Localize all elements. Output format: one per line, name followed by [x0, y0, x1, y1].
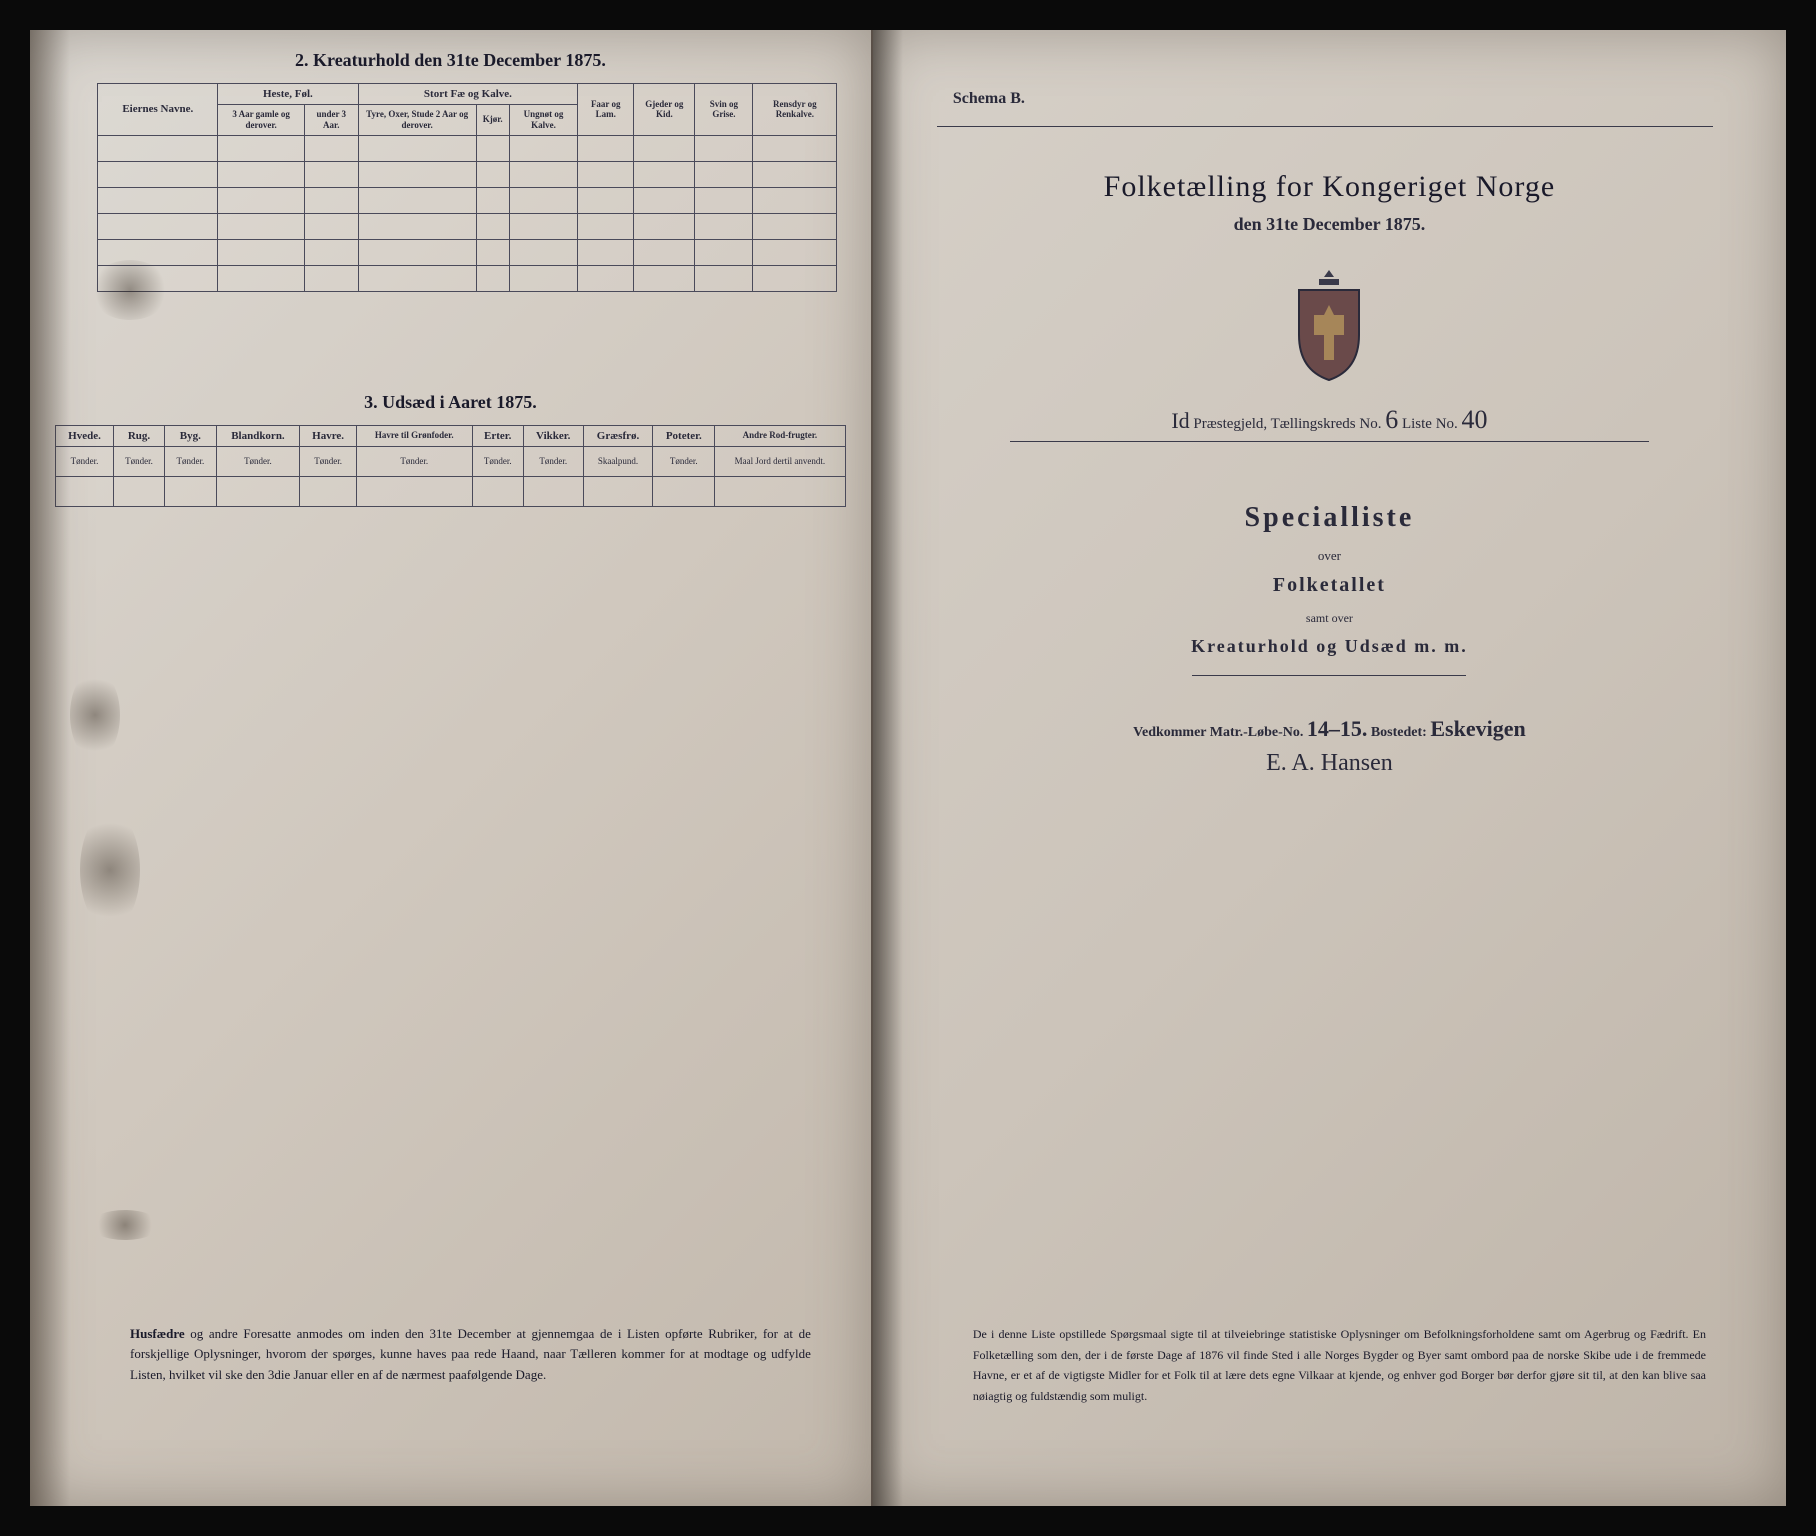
col-stort-sub2: Kjør. — [476, 105, 509, 136]
kreaturhold-table: Eiernes Navne. Heste, Føl. Stort Fæ og K… — [97, 83, 837, 292]
unit: Maal Jord dertil anvendt. — [715, 446, 846, 476]
col-havre-gron: Havre til Grønfoder. — [356, 425, 472, 446]
table-row — [98, 135, 837, 161]
unit: Tønder. — [165, 446, 216, 476]
right-page: Schema B. Folketælling for Kongeriget No… — [873, 30, 1786, 1506]
specialliste-heading: Specialliste — [873, 502, 1786, 534]
rule-line — [1010, 441, 1649, 442]
table-row — [98, 161, 837, 187]
census-book-spread: 2. Kreaturhold den 31te December 1875. E… — [30, 30, 1786, 1506]
unit: Tønder. — [56, 446, 114, 476]
col-svin: Svin og Grise. — [695, 84, 753, 136]
col-rensdyr: Rensdyr og Renkalve. — [753, 84, 837, 136]
col-andre: Andre Rod-frugter. — [715, 425, 846, 446]
table-row — [98, 239, 837, 265]
col-stort-sub3: Ungnøt og Kalve. — [509, 105, 578, 136]
unit: Tønder. — [300, 446, 357, 476]
title-block: Folketælling for Kongeriget Norge den 31… — [873, 30, 1786, 777]
rule-line — [937, 126, 1713, 127]
col-hvede: Hvede. — [56, 425, 114, 446]
left-page: 2. Kreaturhold den 31te December 1875. E… — [30, 30, 873, 1506]
col-heste-sub2: under 3 Aar. — [304, 105, 358, 136]
table-row: Hvede. Rug. Byg. Blandkorn. Havre. Havre… — [56, 425, 845, 446]
unit: Tønder. — [356, 446, 472, 476]
unit: Tønder. — [113, 446, 164, 476]
liste-label: Liste No. — [1398, 416, 1461, 432]
rule-line — [1192, 675, 1466, 676]
col-byg: Byg. — [165, 425, 216, 446]
col-heste: Heste, Føl. — [218, 84, 358, 105]
table-row: Tønder. Tønder. Tønder. Tønder. Tønder. … — [56, 446, 845, 476]
note-body: og andre Foresatte anmodes om inden den … — [130, 1326, 811, 1383]
parish-label: Præstegjeld, Tællingskreds No. — [1190, 416, 1386, 432]
kreatur-heading: Kreaturhold og Udsæd m. m. — [873, 636, 1786, 657]
coat-of-arms-icon — [1284, 265, 1374, 385]
matr-label: Vedkommer Matr.-Løbe-No. — [1133, 725, 1307, 740]
col-blandkorn: Blandkorn. — [216, 425, 300, 446]
col-poteter: Poteter. — [653, 425, 715, 446]
col-gjeder: Gjeder og Kid. — [634, 84, 695, 136]
date-line: den 31te December 1875. — [873, 214, 1786, 235]
table-row — [98, 213, 837, 239]
unit: Tønder. — [216, 446, 300, 476]
left-instruction-note: Husfædre og andre Foresatte anmodes om i… — [130, 1324, 811, 1386]
schema-label: Schema B. — [953, 90, 1025, 108]
unit: Tønder. — [523, 446, 583, 476]
unit: Skaalpund. — [583, 446, 653, 476]
bosted-label: Bostedet: — [1367, 725, 1430, 740]
col-heste-sub1: 3 Aar gamle og derover. — [218, 105, 305, 136]
paper-smudge — [80, 810, 140, 930]
col-faar: Faar og Lam. — [578, 84, 634, 136]
col-rug: Rug. — [113, 425, 164, 446]
table-row — [98, 187, 837, 213]
unit: Tønder. — [653, 446, 715, 476]
col-stort-sub1: Tyre, Oxer, Stude 2 Aar og derover. — [358, 105, 476, 136]
unit: Tønder. — [472, 446, 523, 476]
parish-name: Id — [1171, 408, 1189, 434]
folketallet-heading: Folketallet — [873, 574, 1786, 597]
bosted-name: Eskevigen — [1430, 716, 1525, 742]
paper-smudge — [90, 1210, 160, 1240]
col-havre: Havre. — [300, 425, 357, 446]
parish-line: Id Præstegjeld, Tællingskreds No. 6 List… — [964, 405, 1694, 435]
matr-number: 14–15. — [1307, 716, 1368, 742]
kreds-number: 6 — [1385, 405, 1398, 435]
table-row — [56, 476, 845, 506]
right-instruction-note: De i denne Liste opstillede Spørgsmaal s… — [973, 1324, 1706, 1406]
col-graesfro: Græsfrø. — [583, 425, 653, 446]
note-lead: Husfædre — [130, 1326, 185, 1341]
main-title: Folketælling for Kongeriget Norge — [873, 170, 1786, 204]
table-row — [98, 265, 837, 291]
col-eiernes: Eiernes Navne. — [98, 84, 218, 136]
section-3-title: 3. Udsæd i Aaret 1875. — [30, 392, 871, 413]
col-erter: Erter. — [472, 425, 523, 446]
section-2-title: 2. Kreaturhold den 31te December 1875. — [30, 50, 871, 71]
over-label: over — [873, 548, 1786, 564]
liste-number: 40 — [1462, 405, 1488, 435]
matr-line: Vedkommer Matr.-Løbe-No. 14–15. Bostedet… — [873, 716, 1786, 742]
col-vikker: Vikker. — [523, 425, 583, 446]
table-row: Eiernes Navne. Heste, Føl. Stort Fæ og K… — [98, 84, 837, 105]
paper-smudge — [90, 260, 170, 320]
paper-smudge — [70, 670, 120, 760]
udsad-table: Hvede. Rug. Byg. Blandkorn. Havre. Havre… — [55, 425, 845, 507]
col-stort: Stort Fæ og Kalve. — [358, 84, 578, 105]
signature: E. A. Hansen — [1266, 750, 1393, 777]
samt-label: samt over — [873, 611, 1786, 626]
